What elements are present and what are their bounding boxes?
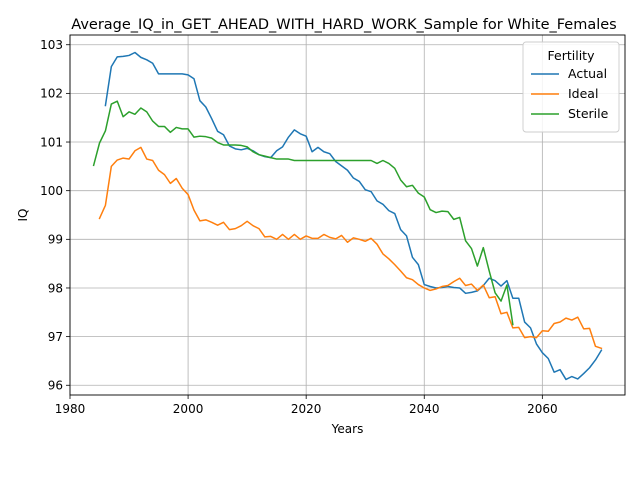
legend-entries: Actual Ideal Sterile bbox=[531, 66, 609, 121]
legend-title: Fertility bbox=[548, 48, 596, 63]
x-axis-label: Years bbox=[331, 422, 364, 436]
y-tick-label: 103 bbox=[40, 38, 63, 52]
series-line-sterile bbox=[92, 100, 514, 326]
x-tick-label: 2060 bbox=[527, 402, 558, 416]
chart-title: Average_IQ_in_GET_AHEAD_WITH_HARD_WORK_S… bbox=[71, 17, 616, 33]
axis-ticks: 1980 2000 2020 2040 2060 96 97 98 99 100 101 102 103 bbox=[40, 38, 558, 416]
x-tick-label: 2020 bbox=[291, 402, 322, 416]
legend-box bbox=[522, 41, 620, 133]
legend-label-sterile: Sterile bbox=[568, 106, 609, 121]
grid bbox=[69, 35, 625, 395]
y-tick-label: 99 bbox=[48, 233, 63, 247]
legend-label-ideal: Ideal bbox=[568, 86, 598, 101]
legend-label-actual: Actual bbox=[568, 66, 607, 81]
series-line-actual bbox=[104, 51, 603, 381]
y-tick-label: 96 bbox=[48, 379, 63, 393]
y-tick-label: 97 bbox=[48, 330, 63, 344]
y-tick-label: 98 bbox=[48, 281, 63, 295]
x-tick-label: 1980 bbox=[55, 402, 86, 416]
x-tick-label: 2040 bbox=[409, 402, 440, 416]
series-lines bbox=[92, 51, 603, 381]
legend: Fertility Actual Ideal Sterile bbox=[522, 41, 620, 133]
x-tick-label: 2000 bbox=[173, 402, 204, 416]
plot-frame bbox=[69, 34, 626, 396]
y-tick-label: 102 bbox=[40, 87, 63, 101]
y-tick-label: 100 bbox=[40, 184, 63, 198]
series-line-ideal bbox=[98, 146, 603, 350]
y-axis-label: IQ bbox=[16, 209, 30, 222]
y-tick-label: 101 bbox=[40, 135, 63, 149]
